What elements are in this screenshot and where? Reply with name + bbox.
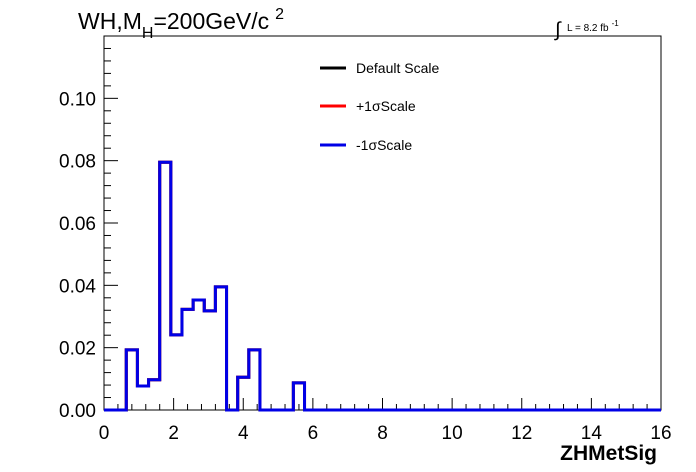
legend-label-default-scale: Default Scale <box>356 60 439 76</box>
legend: Default Scale +1σScale -1σScale <box>320 60 439 153</box>
integral-symbol: ∫ <box>554 19 562 41</box>
y-tick-label: 0.10 <box>59 89 96 110</box>
series-default-scale <box>104 160 661 412</box>
luminosity-text: L = 8.2 fb -1 <box>567 19 619 34</box>
legend-label-minus-sigma: -1σScale <box>356 137 412 153</box>
x-axis-label: ZHMetSig <box>560 442 657 465</box>
x-tick-label: 0 <box>99 423 110 444</box>
x-tick-label: 16 <box>650 423 671 444</box>
chart-title: WH,MH=200GeV/c 2 <box>78 6 284 42</box>
x-axis: 0 2 4 6 8 10 12 14 16 <box>99 398 672 444</box>
x-tick-label: 14 <box>581 423 603 444</box>
y-tick-label: 0.08 <box>59 152 96 173</box>
series-minus-sigma <box>104 160 661 412</box>
series-plus-sigma <box>104 160 661 412</box>
x-tick-label: 2 <box>168 423 179 444</box>
x-tick-label: 10 <box>442 423 463 444</box>
y-tick-label: 0.00 <box>59 401 96 422</box>
x-tick-label: 12 <box>511 423 532 444</box>
legend-entry-default-scale: Default Scale <box>320 60 439 76</box>
legend-entry-minus-sigma: -1σScale <box>320 137 412 153</box>
legend-label-plus-sigma: +1σScale <box>356 98 416 114</box>
y-tick-label: 0.02 <box>59 339 96 360</box>
y-tick-label: 0.06 <box>59 214 96 235</box>
x-tick-label: 4 <box>238 423 249 444</box>
x-tick-label: 8 <box>377 423 388 444</box>
plot-frame <box>103 35 662 411</box>
legend-entry-plus-sigma: +1σScale <box>320 98 416 114</box>
x-tick-label: 6 <box>308 423 319 444</box>
luminosity-label: ∫ L = 8.2 fb -1 <box>554 19 619 41</box>
series-layer <box>104 160 661 412</box>
y-axis: 0.00 0.02 0.04 0.06 0.08 0.10 <box>59 35 118 422</box>
y-tick-label: 0.04 <box>59 276 96 297</box>
